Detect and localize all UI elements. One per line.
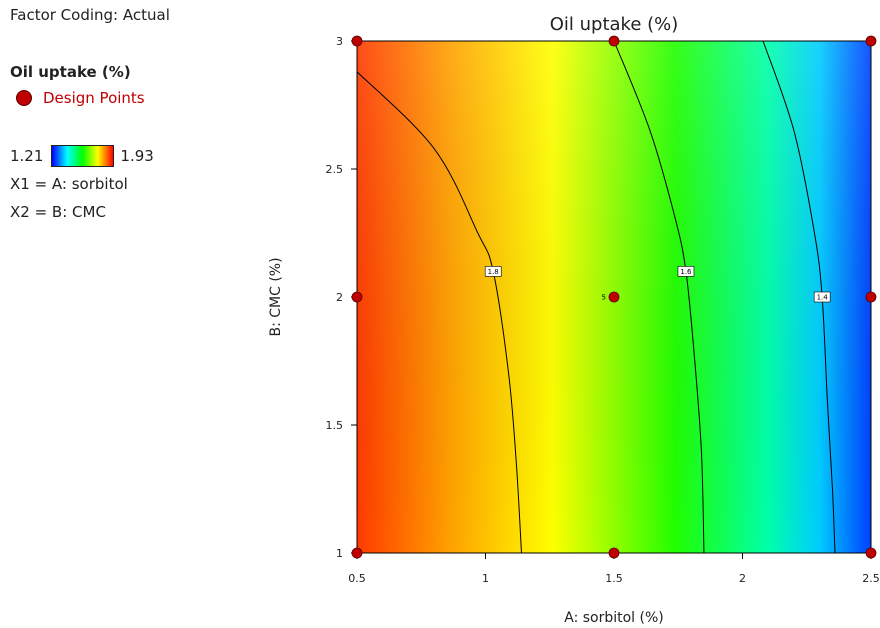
x-tick-label: 0.5 <box>348 572 366 585</box>
contour-level-label-3: 1.4 <box>817 294 829 302</box>
design-point <box>351 291 363 303</box>
chart-title: Oil uptake (%) <box>550 14 679 35</box>
design-point-count-label: 5 <box>602 294 606 302</box>
y-tick-label: 2.5 <box>326 163 344 176</box>
x-tick-label: 1.5 <box>605 572 623 585</box>
x-tick-label: 2 <box>739 572 746 585</box>
design-points-label: Design Points <box>43 89 145 107</box>
contour-level-label-1: 1.8 <box>488 268 499 276</box>
design-point <box>865 35 877 47</box>
design-points-legend: Design Points <box>16 89 145 107</box>
design-point <box>865 291 877 303</box>
color-scale-min: 1.21 <box>10 147 44 165</box>
color-scale: 1.21 1.93 <box>10 145 154 167</box>
color-scale-bar <box>51 145 115 167</box>
design-point <box>608 291 620 303</box>
design-point <box>865 547 877 559</box>
y-tick-label: 2 <box>336 291 343 304</box>
contour-level-label-2: 1.6 <box>680 268 692 276</box>
y-tick-label: 1.5 <box>326 419 344 432</box>
x-tick-label: 1 <box>482 572 489 585</box>
contour-label-box-1 <box>484 266 502 277</box>
color-scale-max: 1.93 <box>120 147 154 165</box>
design-point <box>351 35 363 47</box>
y-tick-label: 1 <box>336 547 343 560</box>
design-point-marker-icon <box>16 90 32 106</box>
design-point <box>608 547 620 559</box>
design-point <box>351 547 363 559</box>
x-axis-label: A: sorbitol (%) <box>564 610 664 626</box>
contour-label-box-3 <box>813 291 831 303</box>
x1-factor-label: X1 = A: sorbitol <box>10 175 128 193</box>
factor-coding-label: Factor Coding: Actual <box>10 6 170 24</box>
contour-label-box-2 <box>677 266 695 277</box>
y-axis-label: B: CMC (%) <box>268 257 284 336</box>
design-point <box>608 35 620 47</box>
x2-factor-label: X2 = B: CMC <box>10 203 106 221</box>
response-label: Oil uptake (%) <box>10 63 131 81</box>
y-tick-label: 3 <box>336 35 343 48</box>
x-tick-label: 2.5 <box>862 572 880 585</box>
